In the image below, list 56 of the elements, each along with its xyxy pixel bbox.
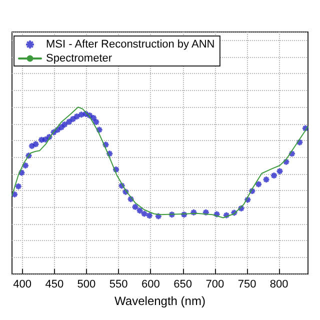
point — [58, 124, 66, 132]
point — [190, 208, 198, 216]
point — [126, 195, 135, 203]
point — [180, 210, 188, 218]
point — [230, 208, 238, 217]
point — [296, 138, 304, 146]
point — [140, 210, 148, 218]
point — [92, 118, 100, 126]
point — [270, 172, 278, 180]
point — [42, 136, 50, 144]
point — [302, 124, 310, 132]
point — [96, 126, 104, 134]
point — [73, 112, 81, 120]
point — [112, 166, 120, 174]
point — [102, 140, 110, 148]
point — [262, 176, 270, 184]
legend-label: Spectrometer — [46, 52, 112, 64]
point — [136, 206, 144, 214]
point — [38, 136, 46, 144]
point — [154, 212, 162, 220]
point — [82, 110, 90, 118]
point — [24, 152, 32, 160]
x-tick-label: 500 — [77, 278, 96, 290]
point — [248, 187, 256, 195]
point — [86, 112, 94, 120]
point — [213, 210, 221, 218]
x-tick-label: 800 — [270, 278, 288, 290]
point — [222, 211, 230, 220]
point — [282, 158, 290, 166]
point — [276, 167, 284, 175]
x-tick-label: 600 — [142, 278, 160, 290]
x-tick-label: 750 — [238, 278, 256, 290]
point — [28, 142, 36, 150]
point — [131, 203, 140, 211]
point — [78, 110, 86, 118]
x-tick-label: 700 — [206, 278, 224, 290]
point — [122, 188, 130, 196]
point — [288, 150, 296, 158]
x-tick-label: 450 — [45, 278, 64, 290]
point — [168, 210, 176, 218]
point — [254, 180, 262, 188]
point — [244, 196, 252, 204]
x-tick-label: 650 — [174, 278, 192, 290]
point — [237, 204, 246, 212]
x-tick-label: 400 — [13, 278, 32, 290]
point — [90, 114, 98, 122]
point — [32, 140, 40, 148]
point — [54, 126, 62, 134]
point — [118, 182, 126, 190]
x-axis-title: Wavelength (nm) — [114, 294, 206, 308]
point — [106, 150, 114, 158]
point — [202, 208, 210, 216]
legend-label: MSI - After Reconstruction by ANN — [46, 38, 215, 50]
point — [146, 212, 154, 220]
x-tick-label: 550 — [109, 278, 128, 290]
point — [69, 115, 77, 123]
